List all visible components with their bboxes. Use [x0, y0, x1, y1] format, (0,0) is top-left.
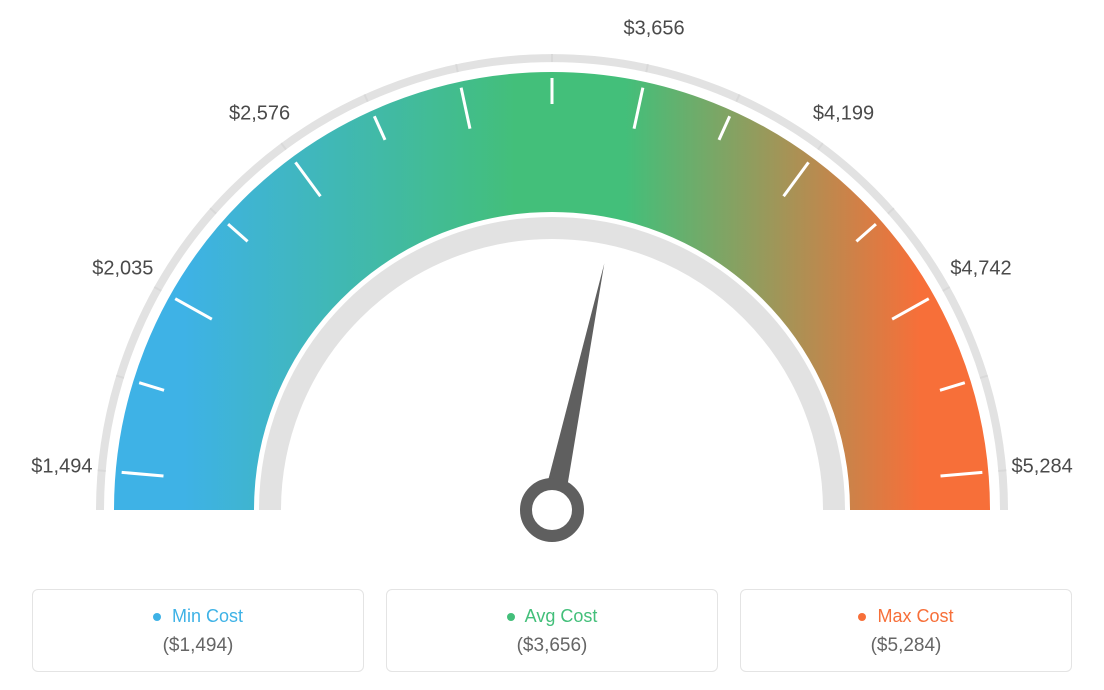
dot-icon	[507, 613, 515, 621]
gauge-tick-label: $4,199	[813, 102, 874, 125]
legend-max-title-text: Max Cost	[877, 606, 953, 626]
cost-gauge-chart: $1,494 $2,035 $2,576 $3,656 $4,199 $4,742 $5,2…	[0, 0, 1104, 690]
legend-avg-value: ($3,656)	[387, 635, 717, 657]
gauge-tick-label: $2,035	[92, 258, 153, 281]
legend-avg-card: Avg Cost ($3,656)	[386, 589, 718, 672]
gauge-tick-label: $2,576	[229, 103, 290, 126]
legend-min-title: Min Cost	[33, 606, 363, 627]
legend-max-title: Max Cost	[741, 606, 1071, 627]
gauge-tick-label: $3,656	[623, 17, 684, 40]
gauge-tick-label: $1,494	[31, 456, 92, 479]
gauge-tick-label: $4,742	[950, 258, 1011, 281]
legend-max-value: ($5,284)	[741, 635, 1071, 657]
legend-avg-title-text: Avg Cost	[525, 606, 598, 626]
legend-min-title-text: Min Cost	[172, 606, 243, 626]
legend-avg-title: Avg Cost	[387, 606, 717, 627]
legend-min-card: Min Cost ($1,494)	[32, 589, 364, 672]
legend-min-value: ($1,494)	[33, 635, 363, 657]
dot-icon	[858, 613, 866, 621]
legend-max-card: Max Cost ($5,284)	[740, 589, 1072, 672]
dot-icon	[153, 613, 161, 621]
gauge-area: $1,494 $2,035 $2,576 $3,656 $4,199 $4,742 $5,2…	[0, 10, 1104, 550]
legend-row: Min Cost ($1,494) Avg Cost ($3,656) Max …	[32, 589, 1072, 672]
gauge-tick-label: $5,284	[1012, 456, 1073, 479]
gauge-svg	[0, 10, 1104, 550]
